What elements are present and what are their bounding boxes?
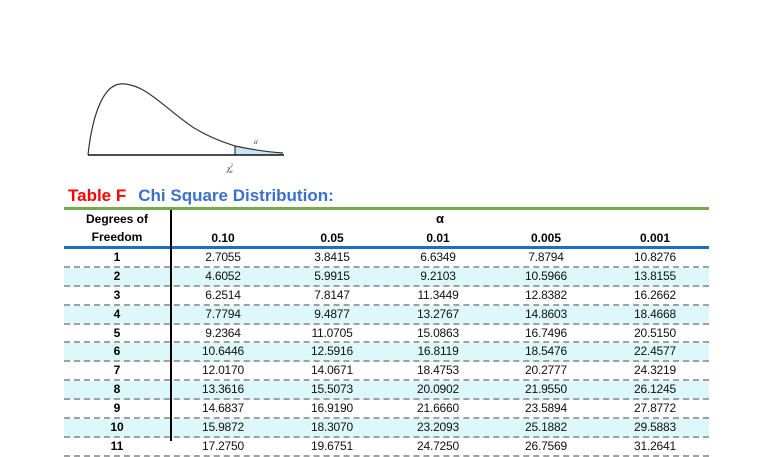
df-cell: 11: [110, 438, 124, 453]
value-cell: 24.3219: [634, 363, 676, 378]
header-rule: [64, 246, 709, 249]
table-row: 7 12.0170 14.0671 18.4753 20.2777 24.3219: [64, 362, 709, 382]
value-cell: 26.7569: [525, 438, 567, 453]
value-cell: 9.2103: [420, 268, 456, 283]
value-cell: 25.1882: [525, 420, 567, 435]
value-cell: 12.0170: [202, 363, 244, 378]
value-cell: 12.8382: [525, 287, 567, 302]
value-cell: 3.8415: [314, 250, 350, 264]
value-cell: 11.0705: [311, 325, 353, 340]
df-cell: 10: [110, 420, 124, 435]
value-cell: 31.2641: [634, 438, 676, 453]
df-header-line1: Degrees of: [85, 212, 149, 226]
value-cell: 11.3449: [417, 287, 459, 302]
column-header-0.01: 0.01: [426, 231, 450, 245]
value-cell: 9.2364: [205, 325, 241, 340]
value-cell: 18.3070: [311, 420, 353, 435]
table-name: Chi Square Distribution:: [138, 186, 334, 205]
table-row: 1 2.7055 3.8415 6.6349 7.8794 10.8276: [64, 249, 709, 268]
value-cell: 14.0671: [311, 363, 353, 378]
column-header-0.001: 0.001: [639, 231, 671, 245]
table-row: 4 7.7794 9.4877 13.2767 14.8603 18.4668: [64, 305, 709, 325]
value-cell: 16.8119: [417, 344, 459, 359]
value-cell: 13.8155: [634, 268, 676, 283]
value-cell: 7.8794: [528, 250, 564, 264]
critical-value-label: χ2 α: [226, 164, 234, 175]
value-cell: 19.6751: [311, 438, 353, 453]
value-cell: 5.9915: [314, 268, 350, 283]
value-cell: 17.2750: [202, 438, 244, 453]
df-header-line2: Freedom: [91, 230, 143, 244]
chi-square-density-figure: α χ2 α: [87, 83, 284, 175]
df-cell: 9: [113, 401, 121, 416]
value-cell: 23.2093: [417, 420, 459, 435]
column-header-0.005: 0.005: [530, 231, 562, 245]
value-cell: 2.7055: [205, 250, 241, 264]
df-cell: 6: [113, 344, 121, 359]
value-cell: 6.2514: [205, 287, 241, 302]
value-cell: 24.7250: [417, 438, 459, 453]
df-cell: 8: [113, 382, 121, 397]
value-cell: 7.7794: [205, 306, 241, 321]
table-row: 6 10.6446 12.5916 16.8119 18.5476 22.4577: [64, 343, 709, 363]
value-cell: 26.1245: [634, 382, 676, 397]
df-cell: 7: [113, 363, 121, 378]
value-cell: 29.5883: [634, 420, 676, 435]
value-cell: 16.7496: [525, 325, 567, 340]
value-cell: 27.8772: [634, 401, 676, 416]
value-cell: 16.9190: [311, 401, 353, 416]
value-cell: 23.5894: [525, 401, 567, 416]
value-cell: 10.8276: [634, 250, 676, 264]
value-cell: 18.4668: [634, 306, 676, 321]
value-cell: 18.5476: [525, 344, 567, 359]
df-cell: 4: [113, 306, 121, 321]
density-curve: [87, 83, 284, 156]
value-cell: 15.0863: [417, 325, 459, 340]
value-cell: 13.3616: [202, 382, 244, 397]
top-rule: [64, 207, 709, 210]
value-cell: 21.9550: [525, 382, 567, 397]
table-row: 5 9.2364 11.0705 15.0863 16.7496 20.5150: [64, 325, 709, 344]
df-cell: 1: [113, 250, 121, 264]
value-cell: 20.5150: [634, 325, 676, 340]
value-cell: 22.4577: [634, 344, 676, 359]
alpha-header: α: [436, 211, 444, 226]
table-body: 1 2.7055 3.8415 6.6349 7.8794 10.8276 2 4.6052 5…: [64, 249, 709, 457]
value-cell: 4.6052: [205, 268, 241, 283]
value-cell: 21.6660: [417, 401, 459, 416]
table-row: 3 6.2514 7.8147 11.3449 12.8382 16.2662: [64, 287, 709, 306]
df-cell: 5: [113, 325, 121, 340]
table-row: 8 13.3616 15.5073 20.0902 21.9550 26.1245: [64, 381, 709, 401]
value-cell: 12.5916: [311, 344, 353, 359]
value-cell: 14.8603: [525, 306, 567, 321]
value-cell: 15.5073: [311, 382, 353, 397]
value-cell: 7.8147: [314, 287, 350, 302]
df-header: Degrees of Freedom: [64, 210, 170, 246]
value-cell: 9.4877: [314, 306, 350, 321]
value-cell: 16.2662: [634, 287, 676, 302]
df-cell: 3: [113, 287, 121, 302]
table-row: 9 14.6837 16.9190 21.6660 23.5894 27.8772: [64, 400, 709, 420]
table-row: 2 4.6052 5.9915 9.2103 10.5966 13.8155: [64, 267, 709, 287]
value-cell: 18.4753: [417, 363, 459, 378]
column-header-0.10: 0.10: [211, 231, 235, 245]
value-cell: 10.6446: [202, 344, 244, 359]
column-header-0.05: 0.05: [320, 231, 344, 245]
table-title: Table F Chi Square Distribution:: [68, 186, 334, 206]
value-cell: 14.6837: [202, 401, 244, 416]
value-cell: 15.9872: [202, 420, 244, 435]
value-cell: 10.5966: [525, 268, 567, 283]
value-cell: 13.2767: [417, 306, 459, 321]
table-row: 10 15.9872 18.3070 23.2093 25.1882 29.5883: [64, 419, 709, 438]
value-cell: 6.6349: [420, 250, 456, 264]
df-cell: 2: [113, 268, 121, 283]
value-cell: 20.2777: [525, 363, 567, 378]
table-label: Table F: [68, 186, 127, 205]
value-cell: 20.0902: [417, 382, 459, 397]
df-column-divider: [170, 210, 172, 441]
alpha-annotation: α: [254, 138, 258, 146]
